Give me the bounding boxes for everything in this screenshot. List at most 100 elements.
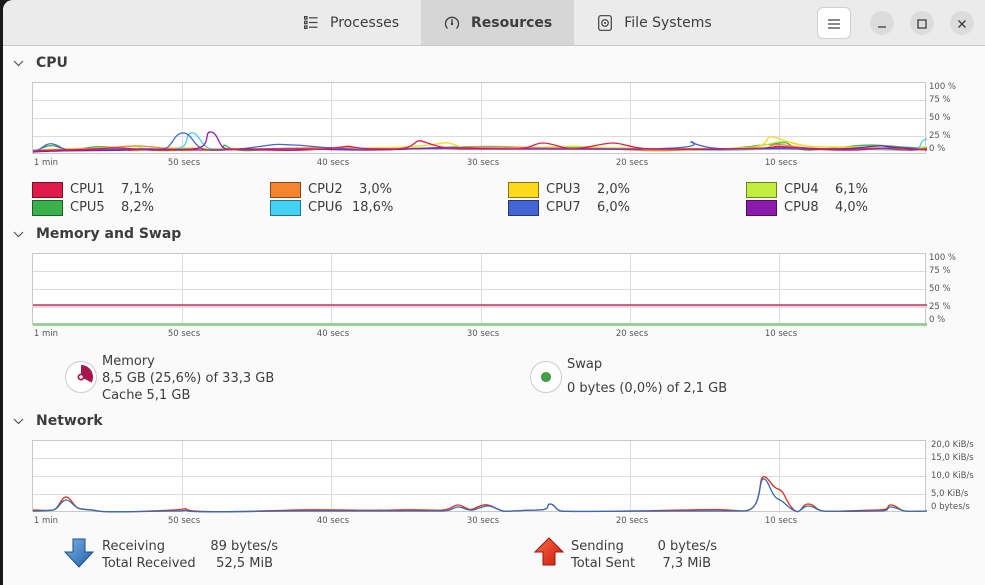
header-bar: Processes Resources File Systems — [3, 0, 985, 46]
swap-pie-chart[interactable] — [530, 361, 562, 393]
x-label: 10 secs — [764, 158, 798, 168]
memory-label: Memory — [102, 354, 155, 369]
network-x-axis: 1 min 50 secs 40 secs 30 secs 20 secs 10… — [32, 516, 926, 528]
sending-info: Sending 0 bytes/s Total Sent 7,3 MiB — [571, 538, 717, 572]
y-label: 100 % — [929, 82, 957, 92]
cpu-section-title: CPU — [36, 55, 68, 71]
disk-icon — [596, 14, 614, 32]
x-label: 1 min — [33, 329, 59, 339]
color-swatch[interactable] — [270, 199, 301, 216]
swap-label: Swap — [567, 357, 603, 372]
cpu-value: 6,0% — [596, 200, 630, 215]
tab-file-systems-label: File Systems — [624, 14, 712, 31]
y-label: 20,0 KiB/s — [931, 440, 974, 450]
memory-pie-chart[interactable] — [65, 361, 97, 393]
close-icon — [957, 14, 967, 33]
color-swatch[interactable] — [746, 199, 777, 216]
cpu-x-axis: 1 min 50 secs 40 secs 30 secs 20 secs 10… — [32, 158, 926, 170]
x-label: 40 secs — [316, 516, 350, 526]
cpu-value: 8,2% — [120, 200, 154, 215]
memory-x-axis: 1 min 50 secs 40 secs 30 secs 20 secs 10… — [32, 329, 926, 341]
y-label: 50 % — [929, 113, 951, 123]
system-monitor-window: Processes Resources File Systems — [3, 0, 985, 585]
y-label: 0 % — [929, 315, 946, 325]
total-sent-value: 7,3 MiB — [662, 556, 711, 571]
memory-section-title: Memory and Swap — [36, 226, 182, 242]
color-swatch[interactable] — [32, 181, 63, 198]
receiving-info: Receiving 89 bytes/s Total Received 52,5 M… — [102, 538, 278, 572]
cpu-name: CPU1 — [70, 182, 105, 197]
gauge-icon — [443, 14, 461, 32]
cpu-name: CPU3 — [546, 182, 581, 197]
cpu-legend-cpu1[interactable]: CPU1 7,1% — [32, 181, 154, 198]
cpu-history-graph — [32, 82, 927, 155]
y-label: 75 % — [929, 266, 951, 276]
y-label: 5,0 KiB/s — [931, 489, 969, 499]
tab-resources-label: Resources — [471, 14, 553, 31]
chevron-down-icon — [13, 231, 25, 238]
swap-usage: 0 bytes (0,0%) of 2,1 GB — [567, 381, 728, 396]
y-label: 25 % — [929, 302, 951, 312]
cpu-legend-cpu7[interactable]: CPU7 6,0% — [508, 199, 630, 216]
x-label: 20 secs — [615, 516, 649, 526]
maximize-button[interactable] — [910, 11, 934, 35]
cpu-legend-cpu5[interactable]: CPU5 8,2% — [32, 199, 154, 216]
color-swatch[interactable] — [32, 199, 63, 216]
receiving-value: 89 bytes/s — [210, 539, 278, 554]
minimize-button[interactable] — [870, 11, 894, 35]
cpu-name: CPU6 — [308, 200, 343, 215]
x-label: 40 secs — [316, 158, 350, 168]
network-history-graph — [32, 440, 927, 513]
receiving-label: Receiving — [102, 539, 166, 554]
total-received-label: Total Received — [102, 556, 196, 571]
cpu-legend-cpu2[interactable]: CPU2 3,0% — [270, 181, 392, 198]
cpu-value: 4,0% — [834, 200, 868, 215]
x-label: 10 secs — [764, 329, 798, 339]
tab-resources[interactable]: Resources — [421, 0, 575, 45]
total-received-value: 52,5 MiB — [216, 556, 273, 571]
color-swatch[interactable] — [508, 181, 539, 198]
arrow-up-send-icon[interactable] — [533, 537, 565, 571]
y-label: 100 % — [929, 253, 957, 263]
chevron-down-icon — [13, 418, 25, 425]
cpu-legend-cpu6[interactable]: CPU6 18,6% — [270, 199, 394, 216]
cpu-legend-cpu8[interactable]: CPU8 4,0% — [746, 199, 868, 216]
y-label: 0 % — [929, 144, 946, 154]
x-label: 20 secs — [615, 158, 649, 168]
cpu-value: 6,1% — [834, 182, 868, 197]
y-label: 0 bytes/s — [931, 502, 970, 512]
x-label: 30 secs — [466, 158, 500, 168]
y-label: 25 % — [929, 131, 951, 141]
cpu-value: 18,6% — [352, 200, 394, 215]
hamburger-icon — [828, 14, 840, 33]
cpu-legend-cpu3[interactable]: CPU3 2,0% — [508, 181, 630, 198]
memory-cache: Cache 5,1 GB — [102, 388, 191, 403]
arrow-down-receive-icon[interactable] — [63, 538, 95, 572]
color-swatch[interactable] — [746, 181, 777, 198]
x-label: 1 min — [33, 158, 59, 168]
x-label: 50 secs — [167, 329, 201, 339]
cpu-name: CPU7 — [546, 200, 581, 215]
memory-usage: 8,5 GB (25,6%) of 33,3 GB — [102, 371, 275, 386]
cpu-name: CPU4 — [784, 182, 819, 197]
memory-section-header[interactable]: Memory and Swap — [13, 226, 181, 242]
network-section-title: Network — [36, 413, 103, 429]
y-label: 15,0 KiB/s — [931, 453, 974, 463]
tab-file-systems[interactable]: File Systems — [574, 0, 733, 45]
y-label: 75 % — [929, 95, 951, 105]
maximize-icon — [917, 14, 927, 33]
sending-value: 0 bytes/s — [657, 539, 717, 554]
total-sent-label: Total Sent — [571, 556, 636, 571]
memory-history-graph — [32, 253, 927, 326]
view-switcher: Processes Resources File Systems — [280, 0, 734, 45]
memory-info: Memory 8,5 GB (25,6%) of 33,3 GB Cache 5… — [102, 353, 274, 404]
close-button[interactable] — [950, 11, 974, 35]
tab-processes[interactable]: Processes — [280, 0, 421, 45]
color-swatch[interactable] — [508, 199, 539, 216]
color-swatch[interactable] — [270, 181, 301, 198]
cpu-legend-cpu4[interactable]: CPU4 6,1% — [746, 181, 868, 198]
cpu-section-header[interactable]: CPU — [13, 55, 68, 71]
main-menu-button[interactable] — [817, 7, 851, 39]
swap-info: Swap 0 bytes (0,0%) of 2,1 GB — [567, 353, 727, 401]
network-section-header[interactable]: Network — [13, 413, 103, 429]
